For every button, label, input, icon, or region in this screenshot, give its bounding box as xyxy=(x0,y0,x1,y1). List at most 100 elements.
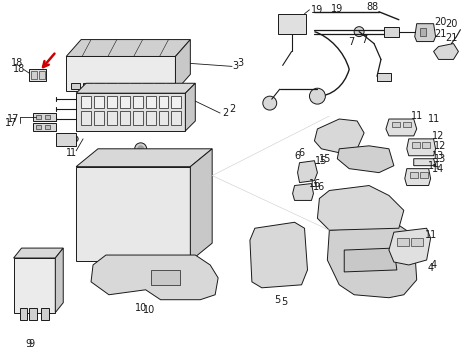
Circle shape xyxy=(106,205,116,215)
Text: 19: 19 xyxy=(311,5,324,15)
Circle shape xyxy=(342,202,356,215)
Polygon shape xyxy=(14,248,63,258)
Text: 6: 6 xyxy=(299,148,305,158)
Text: 21: 21 xyxy=(445,33,458,43)
Text: 16: 16 xyxy=(313,182,326,192)
Text: 11: 11 xyxy=(428,114,440,124)
Text: 8: 8 xyxy=(371,2,377,12)
Bar xyxy=(146,96,155,108)
Text: 17: 17 xyxy=(5,118,18,128)
Bar xyxy=(410,171,418,178)
Text: 15: 15 xyxy=(319,154,331,164)
Bar xyxy=(31,71,37,79)
Polygon shape xyxy=(377,73,391,81)
Polygon shape xyxy=(407,139,436,156)
Bar xyxy=(81,111,91,125)
Polygon shape xyxy=(386,119,417,136)
Circle shape xyxy=(293,20,301,28)
Polygon shape xyxy=(318,185,404,230)
Text: 2: 2 xyxy=(222,108,228,118)
Text: 10: 10 xyxy=(135,303,147,313)
Bar xyxy=(41,308,49,320)
Text: 3: 3 xyxy=(237,58,243,68)
Polygon shape xyxy=(384,26,399,37)
Circle shape xyxy=(60,136,66,142)
Bar xyxy=(39,71,46,79)
Text: 1: 1 xyxy=(70,148,76,158)
Polygon shape xyxy=(34,113,56,121)
Bar xyxy=(120,96,130,108)
Text: 12: 12 xyxy=(432,131,445,141)
Polygon shape xyxy=(328,225,417,298)
Bar xyxy=(29,308,37,320)
Circle shape xyxy=(161,205,171,215)
Circle shape xyxy=(310,88,325,104)
Polygon shape xyxy=(76,83,195,93)
Circle shape xyxy=(370,151,380,161)
Bar xyxy=(46,125,50,129)
Text: 5: 5 xyxy=(274,295,281,305)
Circle shape xyxy=(138,146,144,152)
Polygon shape xyxy=(314,119,364,153)
Text: 5: 5 xyxy=(282,297,288,307)
Bar xyxy=(412,142,419,148)
Polygon shape xyxy=(91,255,218,300)
Bar xyxy=(46,115,50,119)
Polygon shape xyxy=(66,57,175,91)
Bar xyxy=(36,115,41,119)
Circle shape xyxy=(146,44,155,53)
Circle shape xyxy=(66,136,72,142)
Text: 1: 1 xyxy=(66,148,72,158)
Bar xyxy=(107,111,117,125)
Polygon shape xyxy=(278,14,306,34)
Text: 12: 12 xyxy=(434,141,447,151)
Text: 13: 13 xyxy=(435,154,447,164)
Circle shape xyxy=(263,96,277,110)
Circle shape xyxy=(135,143,146,155)
Circle shape xyxy=(354,26,364,37)
Bar xyxy=(36,125,41,129)
Bar xyxy=(107,96,117,108)
Bar xyxy=(107,83,116,89)
Polygon shape xyxy=(76,167,191,261)
Text: 11: 11 xyxy=(425,230,437,240)
Text: 7: 7 xyxy=(361,35,367,45)
Text: 9: 9 xyxy=(28,339,35,349)
Polygon shape xyxy=(292,184,313,200)
Text: 15: 15 xyxy=(315,156,328,166)
Text: 16: 16 xyxy=(310,179,321,189)
Polygon shape xyxy=(250,222,308,288)
Bar xyxy=(172,96,182,108)
Text: 14: 14 xyxy=(432,164,445,174)
Bar xyxy=(403,122,411,127)
Bar xyxy=(419,171,428,178)
Polygon shape xyxy=(298,161,318,183)
Polygon shape xyxy=(14,258,55,313)
Circle shape xyxy=(281,20,289,28)
Bar xyxy=(133,111,143,125)
Text: 11: 11 xyxy=(410,111,423,121)
Polygon shape xyxy=(56,133,76,146)
Text: 8: 8 xyxy=(366,2,372,12)
Text: 4: 4 xyxy=(428,263,434,273)
Bar xyxy=(131,83,140,89)
Polygon shape xyxy=(434,44,458,59)
Circle shape xyxy=(102,44,110,53)
Text: 18: 18 xyxy=(13,64,26,74)
Bar xyxy=(94,111,104,125)
Bar xyxy=(392,122,400,127)
Circle shape xyxy=(288,267,298,277)
Text: 18: 18 xyxy=(11,58,24,68)
Circle shape xyxy=(260,267,270,277)
Text: 7: 7 xyxy=(348,37,354,47)
Text: 21: 21 xyxy=(434,29,447,39)
Text: 4: 4 xyxy=(430,260,437,270)
Polygon shape xyxy=(405,169,430,185)
Bar xyxy=(83,83,92,89)
Polygon shape xyxy=(415,24,436,42)
Bar xyxy=(120,111,130,125)
Text: 14: 14 xyxy=(428,161,440,171)
Text: 6: 6 xyxy=(294,151,301,161)
Bar xyxy=(71,83,80,89)
Circle shape xyxy=(331,128,347,144)
